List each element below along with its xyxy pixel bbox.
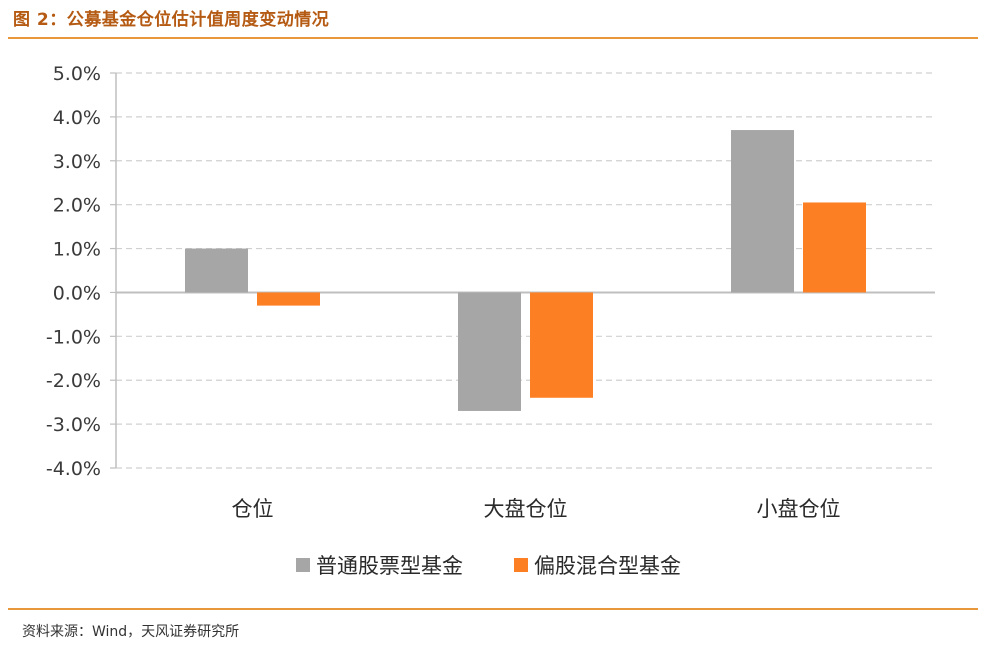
- figure-title: 图 2：公募基金仓位估计值周度变动情况: [13, 10, 330, 30]
- footer-divider: [8, 608, 978, 610]
- y-tick-label: 2.0%: [53, 195, 101, 217]
- y-tick-label: 3.0%: [53, 151, 101, 173]
- legend-label: 偏股混合型基金: [534, 554, 681, 578]
- legend-swatch: [296, 558, 310, 572]
- legend-swatch: [514, 558, 528, 572]
- bar-chart: 5.0% 4.0% 3.0% 2.0% 1.0% 0.0% -1.0% -2.0% -3.0% -…: [46, 63, 935, 578]
- bar-stock-fund-0: [185, 248, 248, 293]
- bar-hybrid-fund-1: [530, 292, 593, 398]
- x-category-label: 小盘仓位: [757, 497, 841, 521]
- x-axis-categories: 仓位 大盘仓位 小盘仓位: [232, 497, 841, 521]
- y-tick-label: 5.0%: [53, 63, 101, 85]
- grid-lines: [110, 72, 935, 469]
- x-category-label: 大盘仓位: [484, 497, 568, 521]
- legend-label: 普通股票型基金: [316, 554, 463, 578]
- y-tick-label: -3.0%: [46, 414, 101, 436]
- x-category-label: 仓位: [232, 497, 274, 521]
- legend: 普通股票型基金 偏股混合型基金: [296, 554, 681, 578]
- bar-hybrid-fund-2: [803, 202, 866, 293]
- bar-hybrid-fund-0: [257, 292, 320, 306]
- y-tick-label: -2.0%: [46, 370, 101, 392]
- title-divider: [8, 37, 978, 39]
- bar-stock-fund-1: [458, 292, 521, 411]
- y-tick-label: 1.0%: [53, 239, 101, 261]
- bars: [185, 130, 866, 411]
- source-note: 资料来源：Wind，天风证券研究所: [22, 624, 240, 640]
- y-tick-label: -1.0%: [46, 326, 101, 348]
- y-tick-label: 4.0%: [53, 107, 101, 129]
- bar-stock-fund-2: [731, 130, 794, 293]
- y-tick-label: 0.0%: [53, 282, 101, 304]
- y-axis-ticks: 5.0% 4.0% 3.0% 2.0% 1.0% 0.0% -1.0% -2.0% -3.0% -…: [46, 63, 101, 480]
- y-tick-label: -4.0%: [46, 458, 101, 480]
